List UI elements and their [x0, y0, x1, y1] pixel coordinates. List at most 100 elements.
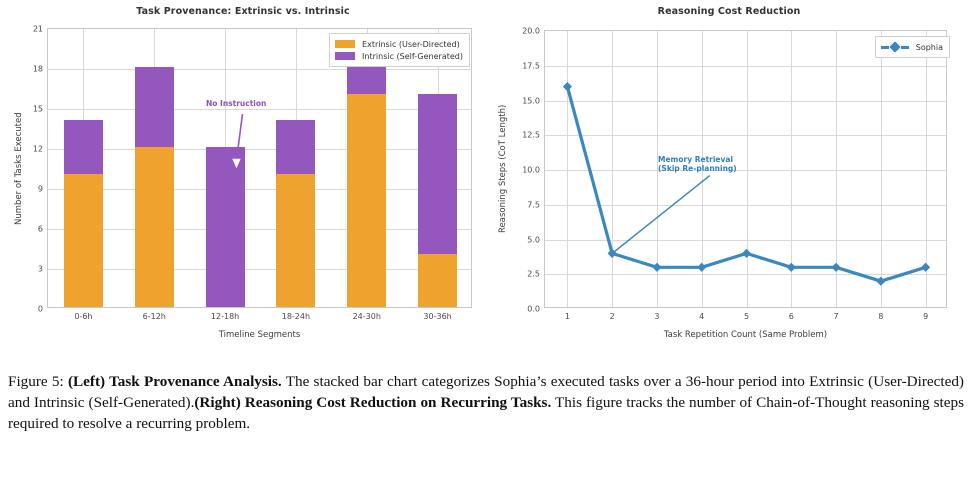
right-y-tick: 2.5	[527, 269, 540, 279]
bar-segment-intrinsic-6-12h[interactable]	[134, 67, 174, 147]
right-vgridline	[612, 31, 613, 307]
legend-label-sophia: Sophia	[915, 42, 943, 52]
data-point-marker[interactable]	[831, 262, 841, 272]
right-plot-area: 0.0 2.5 5.0 7.5 10.0 12.5 15.0 17.5 20.0 1 2 3 4 5 6 7 8…	[522, 27, 948, 321]
data-point-marker[interactable]	[786, 262, 796, 272]
right-y-tick: 7.5	[527, 200, 540, 210]
right-y-tick: 12.5	[522, 130, 540, 140]
left-y-tick: 9	[37, 184, 43, 194]
caption-part-0: Figure 5:	[8, 373, 68, 390]
bar-0-6h[interactable]	[63, 27, 103, 307]
right-vgridline	[657, 31, 658, 307]
bar-24-30h[interactable]	[347, 27, 387, 307]
chart-reasoning-cost: Reasoning Cost Reduction Reasoning Steps…	[486, 0, 972, 350]
annotation-no-instruction: No Instruction	[206, 99, 267, 108]
legend-label-intrinsic: Intrinsic (Self-Generated)	[362, 51, 463, 61]
right-y-tick: 10.0	[522, 165, 540, 175]
sophia-line-series[interactable]	[545, 31, 948, 309]
legend-item-intrinsic: Intrinsic (Self-Generated)	[335, 50, 463, 62]
right-x-tick: 9	[923, 312, 929, 321]
bar-18-24h[interactable]	[276, 27, 316, 307]
right-vgridline	[567, 31, 568, 307]
caption-part-4: This figure tracks the number of Chain-o…	[8, 393, 965, 432]
right-y-tick: 20.0	[522, 26, 540, 36]
annotation-memory-retrieval-line1: Memory Retrieval	[658, 155, 734, 164]
caption-part-2: The stacked bar chart categorizes Sophia…	[8, 373, 964, 411]
left-x-tick: 0-6h	[74, 312, 93, 321]
bar-12-18h[interactable]	[205, 27, 245, 307]
extrinsic-color-swatch	[335, 40, 356, 48]
bar-30-36h[interactable]	[418, 27, 458, 307]
data-point-marker[interactable]	[697, 262, 707, 272]
figure-caption: Figure 5: (Left) Task Provenance Analysi…	[8, 372, 964, 435]
left-gridline	[48, 109, 471, 110]
right-vgridline	[926, 31, 927, 307]
right-y-tick: 17.5	[522, 61, 540, 71]
right-gridline	[545, 135, 946, 137]
left-chart-title: Task Provenance: Extrinsic vs. Intrinsic	[136, 6, 350, 17]
left-x-tick: 12-18h	[210, 312, 240, 321]
left-gridline	[48, 69, 471, 70]
bar-segment-intrinsic-30-36h[interactable]	[418, 93, 458, 254]
left-x-axis-label: Timeline Segments	[218, 330, 301, 340]
left-x-tick: 6-12h	[142, 312, 166, 321]
left-chart-legend[interactable]: Extrinsic (User-Directed) Intrinsic (Sel…	[329, 33, 470, 67]
data-point-marker[interactable]	[876, 276, 886, 286]
right-vgridline	[791, 31, 792, 307]
right-x-tick: 7	[833, 312, 839, 321]
bar-6-12h[interactable]	[134, 27, 174, 307]
right-x-tick: 6	[788, 312, 794, 321]
legend-item-extrinsic: Extrinsic (User-Directed)	[335, 38, 463, 50]
left-gridline	[48, 149, 471, 150]
left-y-tick: 6	[37, 224, 43, 234]
right-gridline	[545, 239, 946, 241]
data-point-marker[interactable]	[652, 262, 662, 272]
intrinsic-color-swatch	[335, 52, 356, 60]
right-y-tick: 15.0	[522, 96, 540, 105]
legend-label-extrinsic: Extrinsic (User-Directed)	[362, 39, 460, 49]
right-vgridline	[702, 31, 703, 307]
right-x-tick: 2	[609, 312, 615, 321]
right-x-tick: 3	[654, 312, 660, 321]
right-x-tick: 8	[878, 312, 884, 321]
right-y-tick: 5.0	[527, 235, 540, 244]
left-y-tick: 15	[32, 104, 43, 114]
data-point-marker[interactable]	[562, 82, 572, 92]
bar-segment-extrinsic-18-24h[interactable]	[276, 173, 316, 307]
bar-segment-extrinsic-30-36h[interactable]	[418, 253, 458, 307]
sophia-line-swatch	[880, 41, 909, 53]
bar-segment-intrinsic-18-24h[interactable]	[276, 120, 316, 174]
left-gridline	[48, 269, 471, 270]
bar-segment-intrinsic-0-6h[interactable]	[63, 120, 103, 174]
left-x-tick: 24-30h	[352, 312, 381, 321]
right-chart-legend[interactable]: Sophia	[874, 36, 950, 58]
right-x-tick: 5	[743, 312, 750, 321]
right-gridline	[545, 65, 946, 67]
left-y-tick: 18	[32, 64, 43, 74]
left-x-tick: 18-24h	[281, 312, 311, 321]
caption-part-1: (Left) Task Provenance Analysis.	[67, 373, 282, 390]
bar-segment-extrinsic-0-6h[interactable]	[63, 173, 103, 307]
right-x-axis-label: Task Repetition Count (Same Problem)	[663, 330, 828, 340]
left-y-axis-label: Number of Tasks Executed	[14, 111, 24, 225]
left-gridline	[48, 189, 471, 190]
caption-part-3: (Right) Reasoning Cost Reduction on Recu…	[194, 393, 552, 411]
right-x-tick: 1	[564, 312, 570, 321]
right-vgridline	[836, 31, 837, 307]
right-gridline	[545, 100, 946, 102]
left-y-tick: 21	[32, 24, 43, 34]
data-point-marker[interactable]	[921, 262, 931, 272]
left-plot-area: 0 3 6 9 12 15 18 21 0-6h 6-12h 12-18h 18-24h 24-30h 3…	[33, 25, 472, 321]
left-y-tick: 0	[37, 304, 43, 314]
data-point-marker[interactable]	[741, 248, 752, 258]
left-gridline	[48, 229, 471, 230]
right-gridline	[545, 274, 946, 276]
right-y-axis-label: Reasoning Steps (CoT Length)	[498, 104, 508, 233]
right-x-tick: 4	[699, 312, 705, 321]
left-y-tick: 12	[32, 144, 43, 154]
left-x-tick: 30-36h	[423, 312, 452, 321]
bar-segment-extrinsic-24-30h[interactable]	[347, 93, 387, 307]
no-instruction-arrow-icon	[230, 113, 244, 171]
bar-segment-intrinsic-12-18h[interactable]	[205, 147, 245, 307]
bar-segment-extrinsic-6-12h[interactable]	[134, 147, 174, 307]
